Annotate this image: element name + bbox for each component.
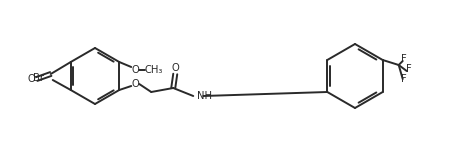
Text: NH: NH [197, 91, 212, 101]
Text: O: O [171, 63, 179, 73]
Text: F: F [400, 74, 406, 84]
Text: F: F [405, 64, 411, 74]
Text: F: F [400, 54, 406, 64]
Text: O: O [131, 65, 139, 75]
Text: Br: Br [33, 73, 44, 83]
Text: CH₃: CH₃ [144, 65, 162, 75]
Text: O: O [131, 79, 139, 89]
Text: O: O [28, 74, 36, 84]
